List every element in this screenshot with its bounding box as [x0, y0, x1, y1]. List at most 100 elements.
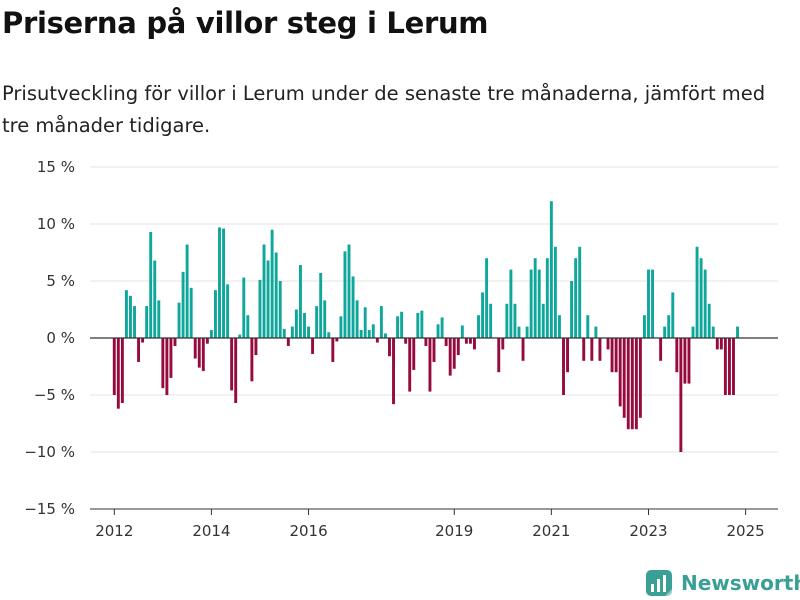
bar-positive: [545, 258, 549, 338]
bar-positive: [529, 269, 533, 338]
x-tick-label: 2016: [289, 522, 327, 540]
bar-negative: [610, 338, 614, 373]
bar-negative: [566, 338, 570, 373]
bar-positive: [379, 306, 383, 338]
bar-negative: [250, 338, 254, 382]
bar-positive: [367, 330, 371, 338]
bar-positive: [323, 300, 327, 338]
y-tick-label: 0 %: [46, 329, 75, 347]
bar-positive: [359, 330, 363, 338]
bar-negative: [468, 338, 472, 344]
bar-positive: [481, 292, 485, 338]
bar-negative: [464, 338, 468, 344]
bar-negative: [614, 338, 618, 373]
bar-negative: [408, 338, 412, 392]
bar-negative: [197, 338, 201, 368]
bar-positive: [124, 290, 128, 338]
annotation-label: 1 %: [731, 150, 760, 154]
bar-negative: [687, 338, 691, 384]
bar-positive: [416, 312, 420, 338]
bar-negative: [715, 338, 719, 350]
bar-positive: [133, 306, 136, 338]
bar-negative: [683, 338, 687, 384]
bar-positive: [647, 269, 650, 338]
x-tick-label: 2025: [727, 522, 765, 540]
bar-negative: [659, 338, 663, 361]
bar-negative: [618, 338, 622, 407]
bar-positive: [319, 273, 323, 338]
bar-negative: [120, 338, 124, 403]
bar-negative: [193, 338, 197, 359]
bar-negative: [137, 338, 141, 362]
bar-positive: [222, 228, 226, 338]
bar-positive: [505, 303, 509, 338]
bar-positive: [436, 324, 440, 338]
bar-positive: [558, 315, 561, 338]
bar-positive: [363, 307, 367, 338]
bar-negative: [521, 338, 525, 361]
bar-positive: [307, 326, 310, 338]
bar-positive: [400, 311, 404, 338]
bar-positive: [339, 316, 343, 338]
bar-positive: [246, 315, 250, 338]
bar-negative: [375, 338, 379, 343]
bar-positive: [549, 201, 553, 338]
bar-negative: [234, 338, 238, 403]
bar-positive: [129, 295, 132, 338]
bar-negative: [205, 338, 209, 344]
x-axis: 2012 2014 2016 2019 2021 2023 2025: [95, 509, 765, 540]
bar-positive: [489, 303, 493, 338]
bar-negative: [230, 338, 234, 391]
bar-positive: [238, 334, 242, 338]
bar-positive: [513, 303, 517, 338]
bar-negative: [473, 338, 476, 350]
bar-positive: [347, 244, 351, 338]
bar-positive: [525, 326, 529, 338]
bar-negative: [626, 338, 630, 430]
bar-positive: [440, 317, 444, 338]
bar-negative: [732, 338, 735, 395]
y-tick-label: −5 %: [34, 386, 75, 404]
bar-positive: [651, 269, 654, 338]
bar-positive: [290, 326, 294, 338]
bar-positive: [343, 251, 347, 338]
bar-negative: [723, 338, 727, 395]
bar-negative: [598, 338, 602, 361]
bar-positive: [226, 284, 230, 338]
bar-positive: [185, 244, 189, 338]
bar-positive: [177, 302, 181, 338]
bar-negative: [590, 338, 594, 361]
bar-negative: [679, 338, 683, 452]
bar-positive: [711, 326, 715, 338]
bar-positive: [460, 325, 464, 338]
bar-negative: [630, 338, 634, 430]
bar-positive: [586, 315, 590, 338]
bar-positive: [420, 310, 424, 338]
bar-positive: [282, 328, 286, 338]
bar-positive: [218, 227, 221, 338]
y-tick-label: −15 %: [24, 500, 75, 518]
bar-negative: [141, 338, 145, 343]
bar-positive: [533, 258, 537, 338]
bar-positive: [570, 281, 574, 338]
bar-negative: [501, 338, 505, 350]
y-tick-label: −10 %: [24, 443, 75, 461]
bar-negative: [392, 338, 395, 405]
bar-negative: [404, 338, 408, 344]
bar-positive: [574, 258, 578, 338]
bar-positive: [703, 269, 707, 338]
bar-positive: [189, 287, 193, 338]
bar-negative: [112, 338, 116, 395]
bar-positive: [578, 246, 582, 338]
bar-positive: [153, 260, 157, 338]
bar-positive: [537, 269, 541, 338]
bar-negative: [201, 338, 205, 372]
bar-negative: [173, 338, 177, 346]
bar-positive: [383, 333, 387, 338]
bar-positive: [181, 271, 185, 338]
bar-negative: [432, 338, 436, 362]
bar-positive: [157, 300, 161, 338]
chart-title: Priserna på villor steg i Lerum: [2, 6, 489, 40]
bar-positive: [695, 246, 699, 338]
bars: [112, 201, 739, 452]
